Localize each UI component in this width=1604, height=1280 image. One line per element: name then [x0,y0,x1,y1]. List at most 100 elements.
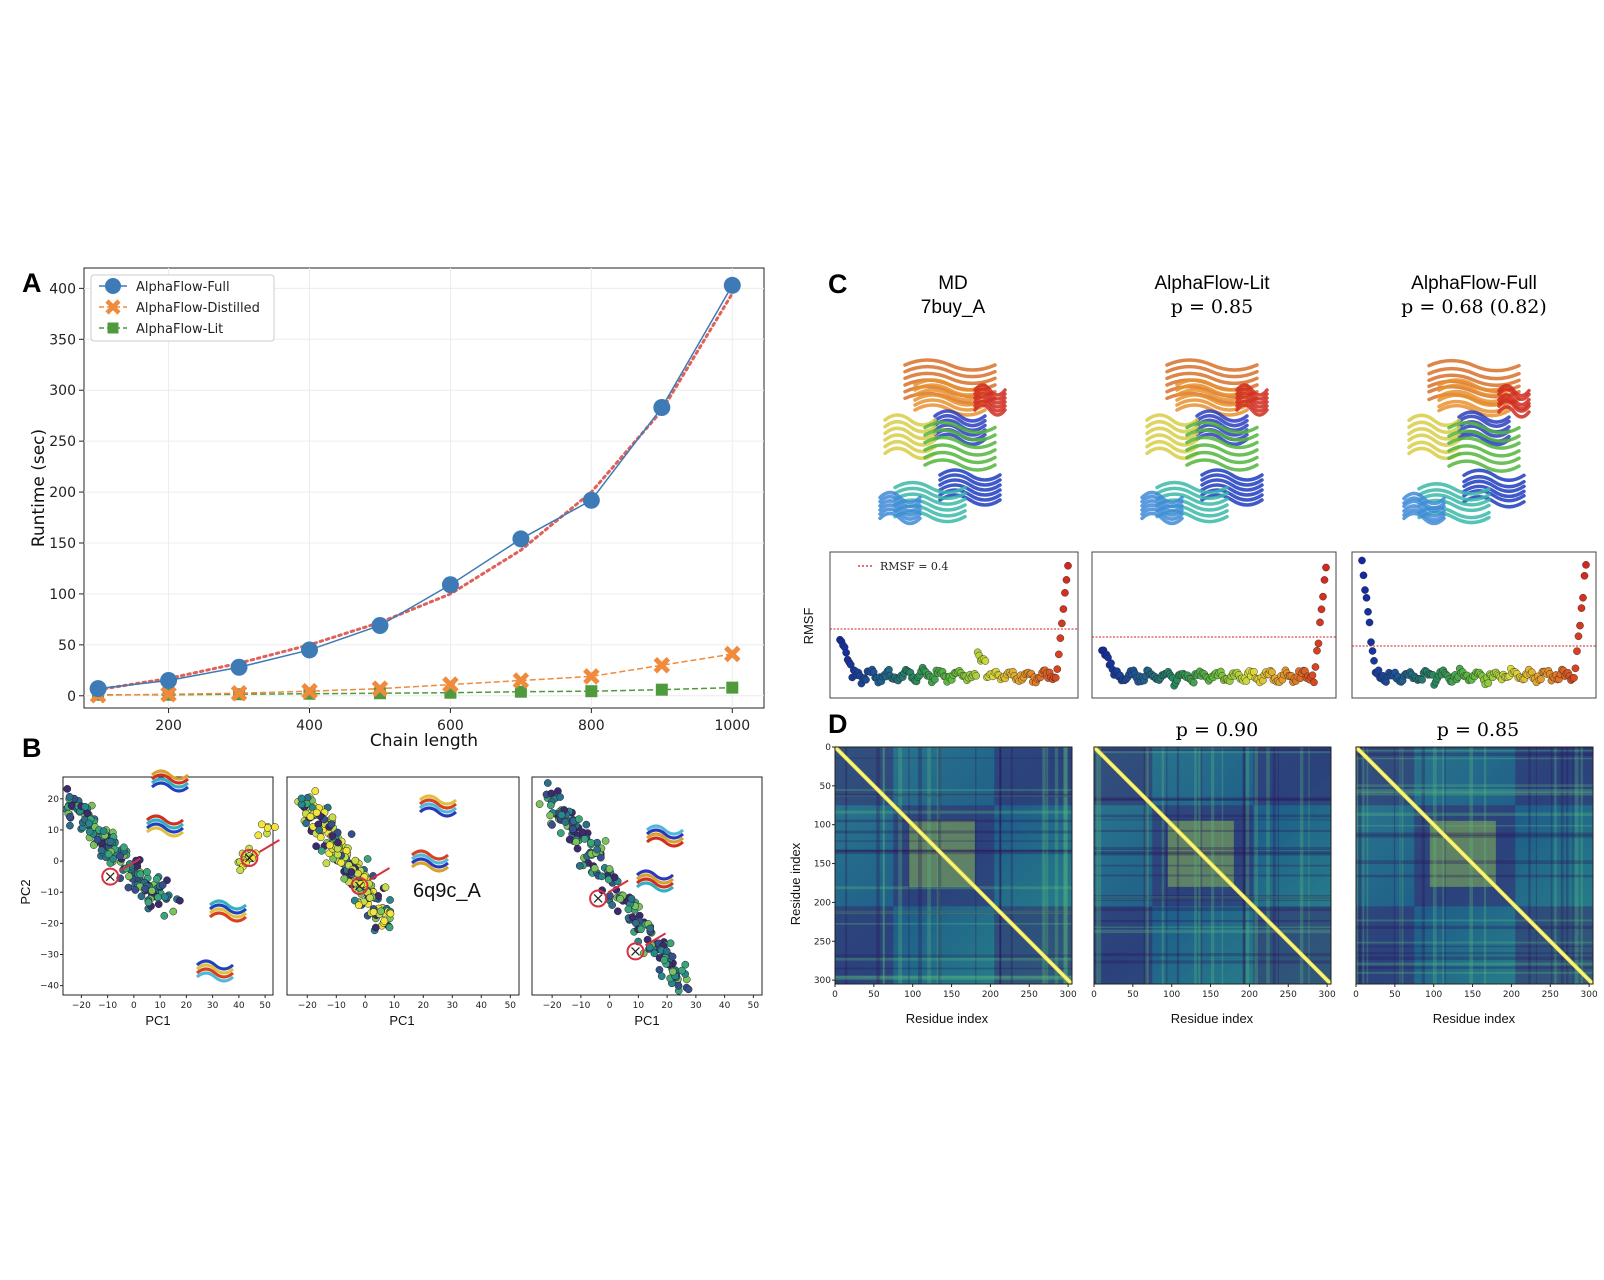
rmsf-point [1319,592,1327,601]
pca-point [328,813,337,822]
pca-point [141,884,149,893]
series-line [98,686,733,696]
pca-point [85,827,94,836]
pca-point [328,832,337,840]
pca-point [302,819,310,828]
pca-point [89,841,98,849]
protein-ribbon [1235,387,1269,401]
pca-point [322,859,331,868]
pca-ytick-label: −30 [40,951,59,961]
data-point [300,641,318,659]
protein-ribbon [209,903,247,915]
pca-point [646,924,655,933]
legend-marker [107,322,119,334]
protein-ribbon [893,492,967,506]
pca-xtick-label: 10 [389,1001,401,1011]
runtime-chart: 200 400 600 800 1000 0 50 100 150 200 250 300 350 40… [29,267,765,751]
protein-ribbon [636,877,674,889]
heatmap-xtick-label: 250 [1280,990,1297,1000]
rmsf-point [862,675,870,684]
data-point [583,668,600,685]
pca-point [596,853,605,862]
pca-xtick-label: 20 [661,1001,673,1011]
pca-point [63,785,72,793]
protein-ribbon [973,395,1007,409]
runtime-ylabel: Runtime (sec) [29,429,49,547]
protein-ribbon [1457,410,1511,424]
protein-ribbon [878,490,922,505]
rmsf-point [1361,586,1369,594]
pca-point [575,815,583,823]
protein-thumbnail [636,869,674,893]
rmsf-point [1316,618,1324,627]
heatmap-xtick-label: 100 [904,990,921,1000]
pca-xtick-label: 50 [259,1001,271,1011]
data-point [512,672,530,689]
protein-ribbon [1462,495,1526,509]
protein-ribbon [923,458,997,472]
protein-ribbon [1235,399,1269,413]
pca-point [684,985,693,994]
runtime-ytick-label: 50 [58,638,76,654]
protein-ribbon [973,391,1007,405]
pca-xtick-label: 50 [505,1001,517,1011]
rmsf-point [1314,639,1323,648]
series-alphaflow-full [89,276,741,698]
protein-thumbnail [209,899,247,923]
pca-xtick-label: −20 [298,1001,317,1011]
protein-ribbon [1402,491,1446,506]
rmsf-subplot-2 [1091,551,1337,699]
protein-ribbon [973,399,1007,413]
protein-ribbon [196,963,234,975]
rmsf-point [1368,647,1377,655]
protein-ribbon [1235,391,1269,405]
protein-ribbon [1457,414,1511,429]
pca-highlight-mark [355,881,364,891]
protein-ribbon [1407,427,1461,441]
pca-point [546,811,554,820]
data-point [723,276,741,294]
heatmap-xtick-label: 300 [1060,990,1077,1000]
rmsf-point [1189,678,1198,687]
protein-ribbon [196,971,234,983]
protein-ribbon [151,769,189,781]
heatmap-xtick-label: 0 [832,990,838,1000]
rmsf-point [1322,563,1330,572]
protein-ribbon [146,818,184,830]
pca-point [312,842,320,851]
protein-thumbnail [196,959,234,983]
data-point [653,656,671,674]
pca-point [254,831,263,840]
protein-ribbon [1140,503,1184,517]
rmsf-point [842,648,850,657]
protein-ribbon [1200,468,1264,482]
protein-ribbon [933,432,987,447]
rmsf-point [1573,647,1581,655]
pca-point [605,865,614,873]
protein-ribbon [1185,420,1259,435]
pca-arrow [644,932,667,947]
pca-point [312,808,321,817]
protein-ribbon [1462,474,1526,489]
protein-ribbon [878,511,922,526]
protein-ribbon [1165,364,1259,379]
pca-point [371,923,380,932]
pca-point [668,967,677,976]
legend-label: AlphaFlow-Distilled [136,301,260,316]
col-title-md: MD [938,273,968,294]
protein-ribbon [1200,493,1264,507]
col-subtitle-full: p = 0.68 (0.82) [1401,296,1547,318]
protein-thumbnail [419,794,457,818]
heatmap-3: 0 50 100 150 200 250 300 [1353,745,1598,1000]
rmsf-point [1577,604,1586,612]
protein-ribbon [1145,419,1199,434]
pca-point [674,981,683,990]
pca-point [136,870,145,879]
protein-ribbon [146,814,184,826]
data-point [230,658,248,676]
rmsf-point [1313,646,1321,655]
pca-point [587,838,595,847]
pca-point [605,891,614,900]
data-point [726,681,739,694]
data-point [582,491,600,509]
